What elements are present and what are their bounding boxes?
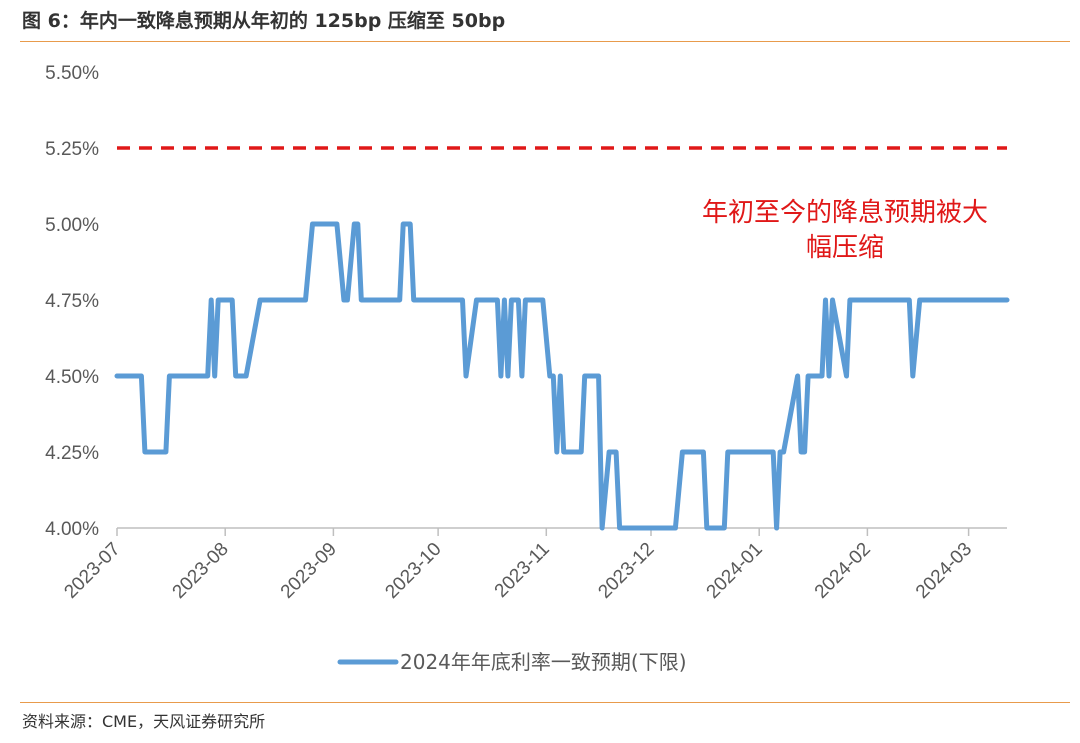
series-line xyxy=(114,221,1010,531)
x-tick-label: 2024-02 xyxy=(811,539,875,603)
y-tick-label: 5.00% xyxy=(45,215,99,236)
y-tick-label: 5.50% xyxy=(45,63,99,84)
footer-rule xyxy=(20,702,1070,703)
x-axis: 2023-07 2023-08 2023-09 2023-10 2023-11 2023-… xyxy=(60,527,1007,603)
annotation-text: 年初至今的降息预期被大 xyxy=(702,198,988,228)
y-tick-label: 4.25% xyxy=(45,443,99,464)
x-tick-label: 2023-09 xyxy=(277,539,341,603)
figure-title: 图 6：年内一致降息预期从年初的 125bp 压缩至 50bp xyxy=(22,10,506,32)
y-tick-label: 4.50% xyxy=(45,367,99,388)
y-tick-label: 5.25% xyxy=(45,139,99,160)
x-tick-label: 2024-01 xyxy=(703,539,767,603)
series-group xyxy=(114,221,1010,531)
annotation-text: 幅压缩 xyxy=(806,233,884,263)
y-axis: 4.00% 4.25% 4.50% 4.75% 5.00% 5.25% 5.50% xyxy=(45,63,99,540)
legend-label: 2024年年底利率一致预期(下限) xyxy=(400,650,687,674)
x-tick-label: 2023-07 xyxy=(60,539,124,603)
x-tick-label: 2023-11 xyxy=(491,539,554,602)
legend: 2024年年底利率一致预期(下限) xyxy=(337,650,687,674)
x-tick-label: 2023-12 xyxy=(594,539,658,603)
line-chart: 4.00% 4.25% 4.50% 4.75% 5.00% 5.25% 5.50% 2023… xyxy=(45,63,1010,674)
x-tick-label: 2023-10 xyxy=(381,539,445,603)
y-tick-label: 4.75% xyxy=(45,291,99,312)
y-tick-label: 4.00% xyxy=(45,519,99,540)
x-tick-label: 2024-03 xyxy=(912,539,976,603)
x-tick-label: 2023-08 xyxy=(169,539,233,603)
header-rule xyxy=(20,41,1070,42)
source-note: 资料来源：CME，天风证券研究所 xyxy=(22,712,266,731)
